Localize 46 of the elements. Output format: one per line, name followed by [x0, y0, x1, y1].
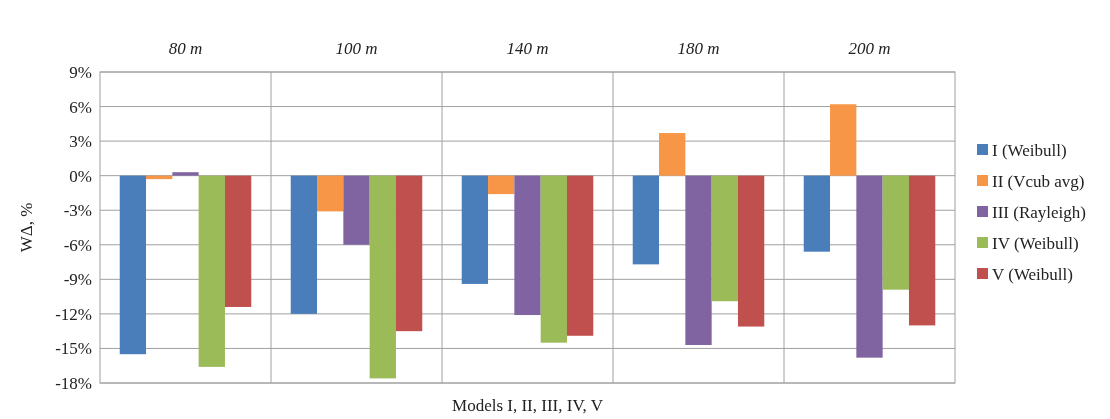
- bar: [659, 133, 686, 176]
- y-tick-label: -12%: [55, 304, 92, 324]
- y-tick-label: 0%: [69, 166, 92, 186]
- bar: [737, 175, 765, 327]
- bar: [224, 175, 252, 307]
- y-tick-label: 3%: [69, 132, 92, 152]
- bar: [488, 175, 515, 195]
- bar: [198, 175, 225, 367]
- legend-label: IV (Weibull): [992, 233, 1079, 253]
- x-tick-label: 140 m: [506, 39, 549, 58]
- x-axis-title: Models I, II, III, IV, V: [452, 396, 604, 415]
- bar: [540, 175, 567, 343]
- bar: [461, 175, 489, 284]
- bar: [632, 175, 660, 265]
- bar: [685, 175, 712, 345]
- x-tick-label: 80 m: [168, 39, 203, 58]
- bar: [119, 175, 147, 355]
- x-tick-label: 100 m: [335, 39, 378, 58]
- bar: [908, 175, 936, 326]
- y-axis-title: WΔ, %: [17, 202, 36, 253]
- bar: [514, 175, 541, 316]
- y-tick-label: -6%: [63, 235, 92, 255]
- bar: [830, 104, 857, 176]
- y-tick-label: -3%: [63, 201, 92, 221]
- bar: [803, 175, 831, 252]
- legend-label: II (Vcub avg): [992, 171, 1085, 191]
- bar: [711, 175, 738, 302]
- x-tick-label: 200 m: [848, 39, 891, 58]
- bar: [395, 175, 423, 332]
- bar: [566, 175, 594, 336]
- x-tick-label: 180 m: [677, 39, 720, 58]
- bar: [856, 175, 883, 358]
- y-tick-label: -15%: [55, 339, 92, 359]
- bar: [369, 175, 396, 379]
- bar: [290, 175, 318, 314]
- y-tick-label: 9%: [69, 62, 92, 82]
- y-tick-label: -18%: [55, 373, 92, 393]
- legend-label: I (Weibull): [992, 140, 1067, 160]
- bar: [317, 175, 344, 212]
- legend-label: III (Rayleigh): [992, 202, 1086, 222]
- legend-label: V (Weibull): [992, 264, 1073, 284]
- bar: [882, 175, 909, 290]
- y-tick-label: 6%: [69, 97, 92, 117]
- y-tick-label: -9%: [63, 270, 92, 290]
- bar: [172, 172, 199, 176]
- bar: [343, 175, 370, 245]
